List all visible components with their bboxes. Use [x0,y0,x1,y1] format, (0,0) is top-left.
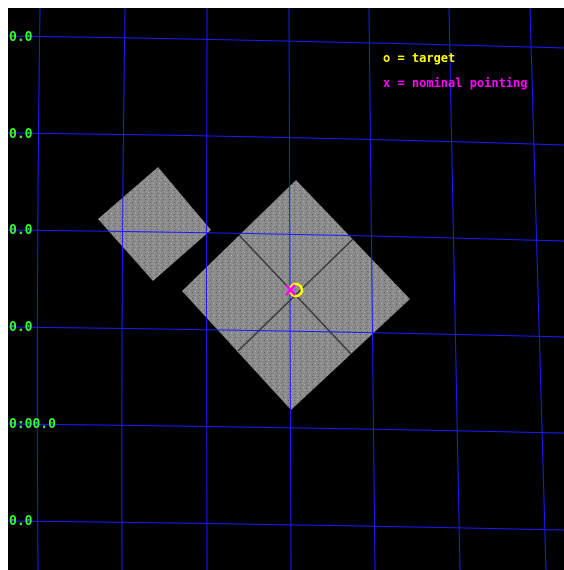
dec-grid-line [8,520,564,531]
coordinate-grid [8,8,564,570]
dec-grid-line [8,35,564,49]
ra-grid-line [206,8,208,570]
dec-label: 0.0 [9,514,33,529]
legend-target-text: o = target [383,51,455,65]
dec-grid-line [8,326,564,338]
sky-image: 0.0 0.0 0.0 0.0 0:00.0 0.0 o = target x … [8,8,564,570]
dec-label: 0.0 [9,320,33,335]
dec-label: 0.0 [9,223,33,238]
detector-ccds [98,167,410,410]
dec-grid-line [8,132,564,146]
ra-grid-line [121,8,126,570]
dec-label: 0.0 [9,30,33,45]
dec-labels: 0.0 0.0 0.0 0.0 0:00.0 0.0 [9,30,56,529]
ra-grid-line [36,8,41,570]
detector-chip-small [98,167,211,281]
legend-nominal-text: x = nominal pointing [383,76,528,90]
ra-grid-line [448,8,461,570]
dec-label: 0.0 [9,127,33,142]
dec-label: 0:00.0 [9,417,56,432]
dec-grid-line [8,423,564,434]
ra-grid-line [368,8,376,570]
sky-image-frame: 0.0 0.0 0.0 0.0 0:00.0 0.0 o = target x … [8,8,564,570]
legend: o = target x = nominal pointing [383,51,528,90]
ra-grid-line [529,8,547,570]
dec-grid-line [8,229,564,242]
nominal-pointing-marker [285,284,296,296]
